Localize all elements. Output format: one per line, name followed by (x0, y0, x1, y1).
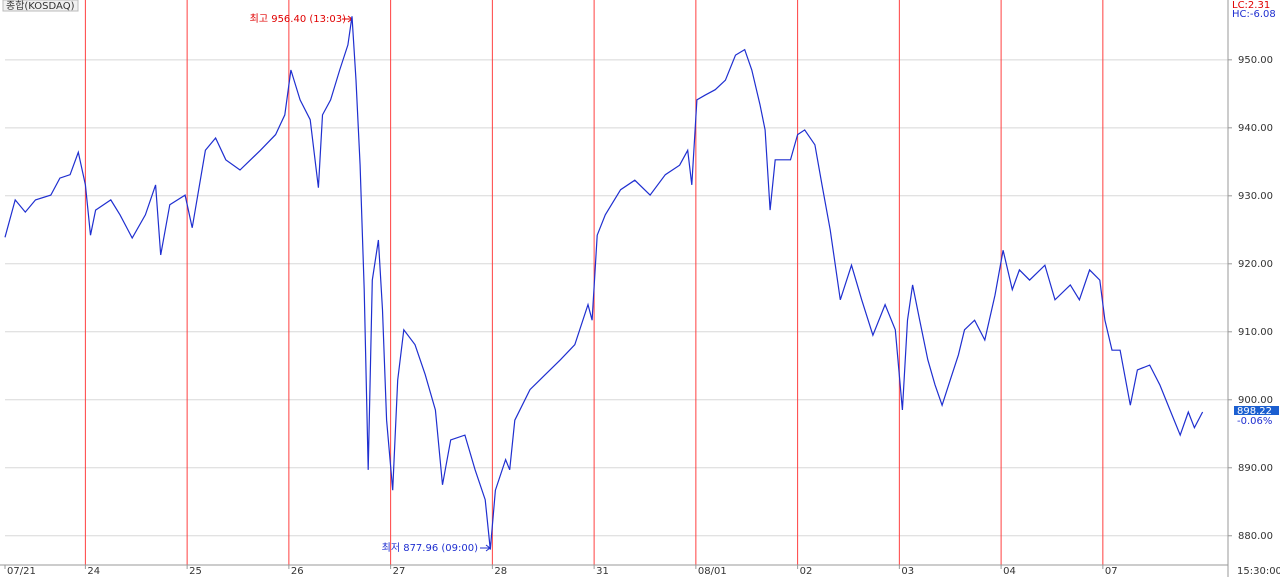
x-tick-label: 28 (494, 566, 507, 577)
y-tick-label: 910.00 (1238, 327, 1273, 338)
x-tick-label: 02 (800, 566, 813, 577)
y-tick-label: 900.00 (1238, 395, 1273, 406)
legend-item: LC:2.31 (1232, 0, 1270, 11)
x-tick-label: 24 (87, 566, 100, 577)
chart-title: 종합(KOSDAQ) (6, 0, 75, 12)
x-tick-label: 25 (189, 566, 202, 577)
y-tick-label: 890.00 (1238, 463, 1273, 474)
title-box (2, 0, 79, 12)
x-tick-label: 04 (1003, 566, 1016, 577)
y-tick-label: 940.00 (1238, 123, 1273, 134)
x-tick-label: 08/01 (698, 566, 727, 577)
y-tick-label: 920.00 (1238, 259, 1273, 270)
last-price: 898.22 (1237, 406, 1272, 417)
x-tick-label: 27 (393, 566, 406, 577)
legend-item: HC:-6.08 (1232, 9, 1276, 20)
y-tick-label: 880.00 (1238, 531, 1273, 542)
x-tick-label: 31 (596, 566, 609, 577)
close-time: 15:30:00 (1237, 566, 1280, 577)
annotation: 최고 956.40 (13:03) (250, 13, 346, 25)
annotation: 최저 877.96 (09:00) (382, 542, 478, 554)
price-badge (1234, 406, 1279, 415)
x-tick-label: 07/21 (7, 566, 36, 577)
x-tick-label: 07 (1105, 566, 1118, 577)
y-tick-label: 930.00 (1238, 191, 1273, 202)
x-tick-label: 03 (901, 566, 914, 577)
last-change: -0.06% (1237, 416, 1272, 427)
x-tick-label: 26 (291, 566, 304, 577)
price-line (4, 16, 1204, 550)
y-tick-label: 950.00 (1238, 55, 1273, 66)
